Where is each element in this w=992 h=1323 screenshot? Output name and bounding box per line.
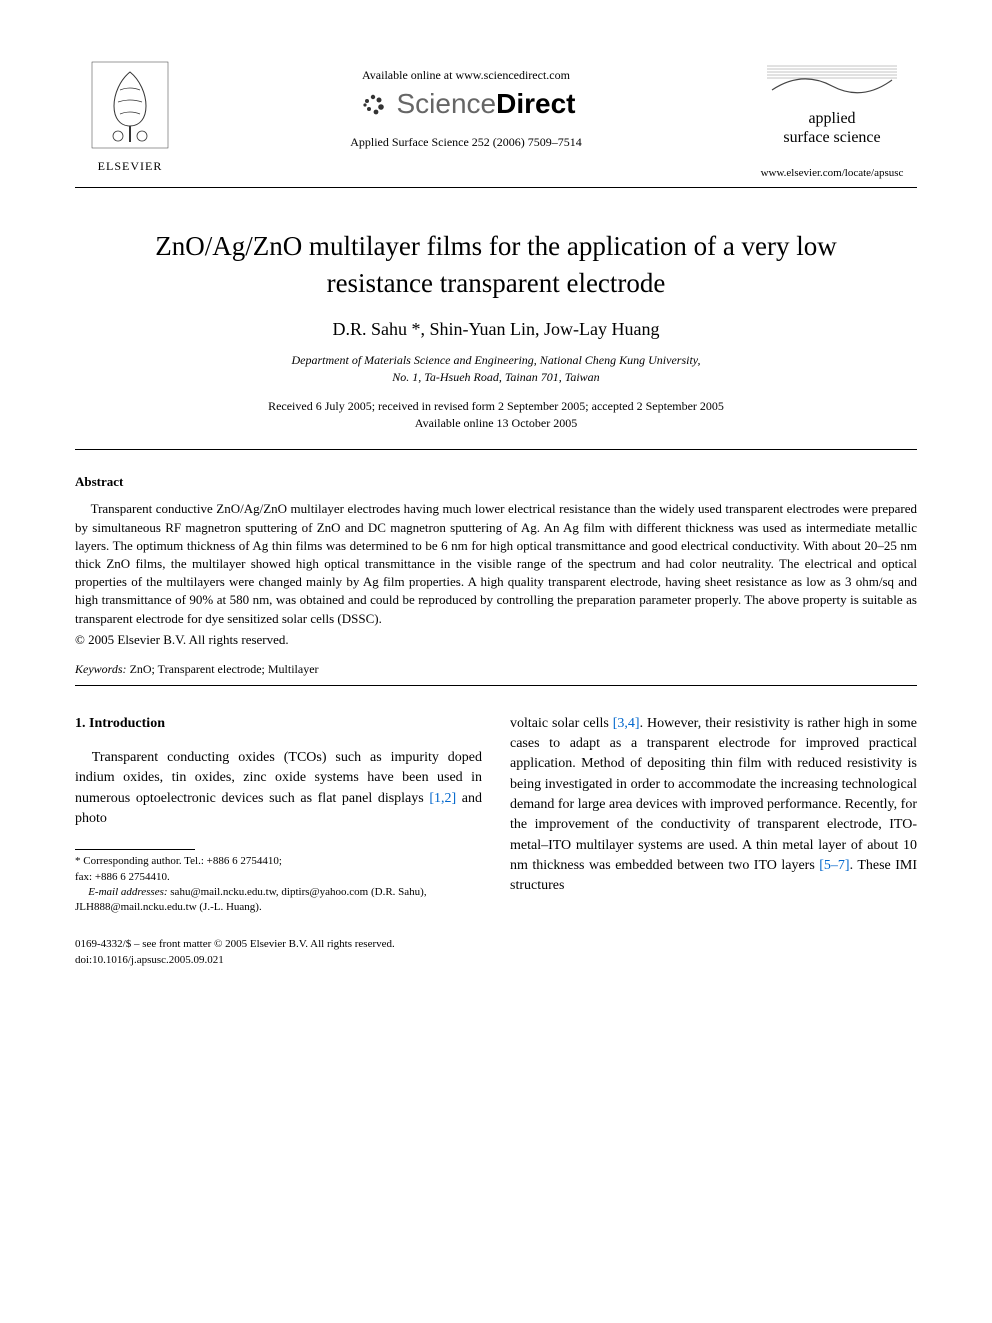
abstract-copyright: © 2005 Elsevier B.V. All rights reserved… (75, 632, 917, 648)
publisher-label: ELSEVIER (75, 159, 185, 174)
affiliation-line1: Department of Materials Science and Engi… (292, 353, 701, 367)
email-label: E-mail addresses: (88, 886, 167, 898)
keywords-label: Keywords: (75, 662, 127, 676)
received-date: Received 6 July 2005; received in revise… (268, 399, 724, 413)
available-date: Available online 13 October 2005 (415, 416, 577, 430)
left-column: 1. Introduction Transparent conducting o… (75, 714, 482, 916)
header-row: ELSEVIER Available online at www.science… (75, 60, 917, 179)
sciencedirect-burst-icon (357, 87, 391, 121)
corr-line: * Corresponding author. Tel.: +886 6 275… (75, 855, 282, 867)
elsevier-tree-icon (90, 60, 170, 150)
article-dates: Received 6 July 2005; received in revise… (75, 398, 917, 432)
sciencedirect-text: ScienceDirect (397, 88, 576, 120)
footer-copyright: 0169-4332/$ – see front matter © 2005 El… (75, 938, 395, 950)
right-column: voltaic solar cells [3,4]. However, thei… (510, 714, 917, 916)
body-columns: 1. Introduction Transparent conducting o… (75, 714, 917, 916)
journal-reference: Applied Surface Science 252 (2006) 7509–… (185, 135, 747, 150)
ref-link-5-7[interactable]: [5–7] (819, 858, 849, 873)
ref-link-1-2[interactable]: [1,2] (429, 791, 456, 806)
header-rule (75, 187, 917, 188)
abstract-heading: Abstract (75, 474, 917, 490)
affiliation: Department of Materials Science and Engi… (75, 352, 917, 386)
corresponding-author-footnote: * Corresponding author. Tel.: +886 6 275… (75, 854, 482, 916)
intro-paragraph-right: voltaic solar cells [3,4]. However, thei… (510, 714, 917, 897)
sciencedirect-logo: ScienceDirect (185, 87, 747, 121)
abstract-rule (75, 685, 917, 686)
right-text-1: voltaic solar cells (510, 716, 613, 731)
journal-name-line1: applied (747, 109, 917, 128)
author-list: D.R. Sahu *, Shin-Yuan Lin, Jow-Lay Huan… (75, 319, 917, 340)
intro-paragraph-left: Transparent conducting oxides (TCOs) suc… (75, 748, 482, 829)
intro-text-1: Transparent conducting oxides (TCOs) suc… (75, 750, 482, 806)
article-title: ZnO/Ag/ZnO multilayer films for the appl… (135, 228, 857, 301)
sd-word-direct: Direct (496, 88, 575, 119)
affiliation-line2: No. 1, Ta-Hsueh Road, Tainan 701, Taiwan (392, 370, 599, 384)
journal-url: www.elsevier.com/locate/apsusc (747, 167, 917, 179)
abstract-text: Transparent conductive ZnO/Ag/ZnO multil… (75, 500, 917, 627)
ref-link-3-4[interactable]: [3,4] (613, 716, 640, 731)
keywords-text: ZnO; Transparent electrode; Multilayer (127, 662, 319, 676)
journal-block: applied surface science www.elsevier.com… (747, 60, 917, 179)
fax-line: fax: +886 6 2754410. (75, 871, 170, 883)
sd-word-science: Science (397, 88, 497, 119)
available-online-text: Available online at www.sciencedirect.co… (185, 68, 747, 83)
journal-name-line2: surface science (747, 128, 917, 147)
title-rule (75, 449, 917, 450)
page-container: ELSEVIER Available online at www.science… (0, 0, 992, 1009)
publisher-logo-block: ELSEVIER (75, 60, 185, 174)
footer-doi: doi:10.1016/j.apsusc.2005.09.021 (75, 954, 224, 966)
page-footer: 0169-4332/$ – see front matter © 2005 El… (75, 936, 917, 969)
keywords: Keywords: ZnO; Transparent electrode; Mu… (75, 662, 917, 677)
journal-cover-icon (762, 60, 902, 100)
right-text-2: . However, their resistivity is rather h… (510, 716, 917, 873)
footnote-rule (75, 849, 195, 850)
section-heading-introduction: 1. Introduction (75, 714, 482, 734)
center-header: Available online at www.sciencedirect.co… (185, 60, 747, 150)
